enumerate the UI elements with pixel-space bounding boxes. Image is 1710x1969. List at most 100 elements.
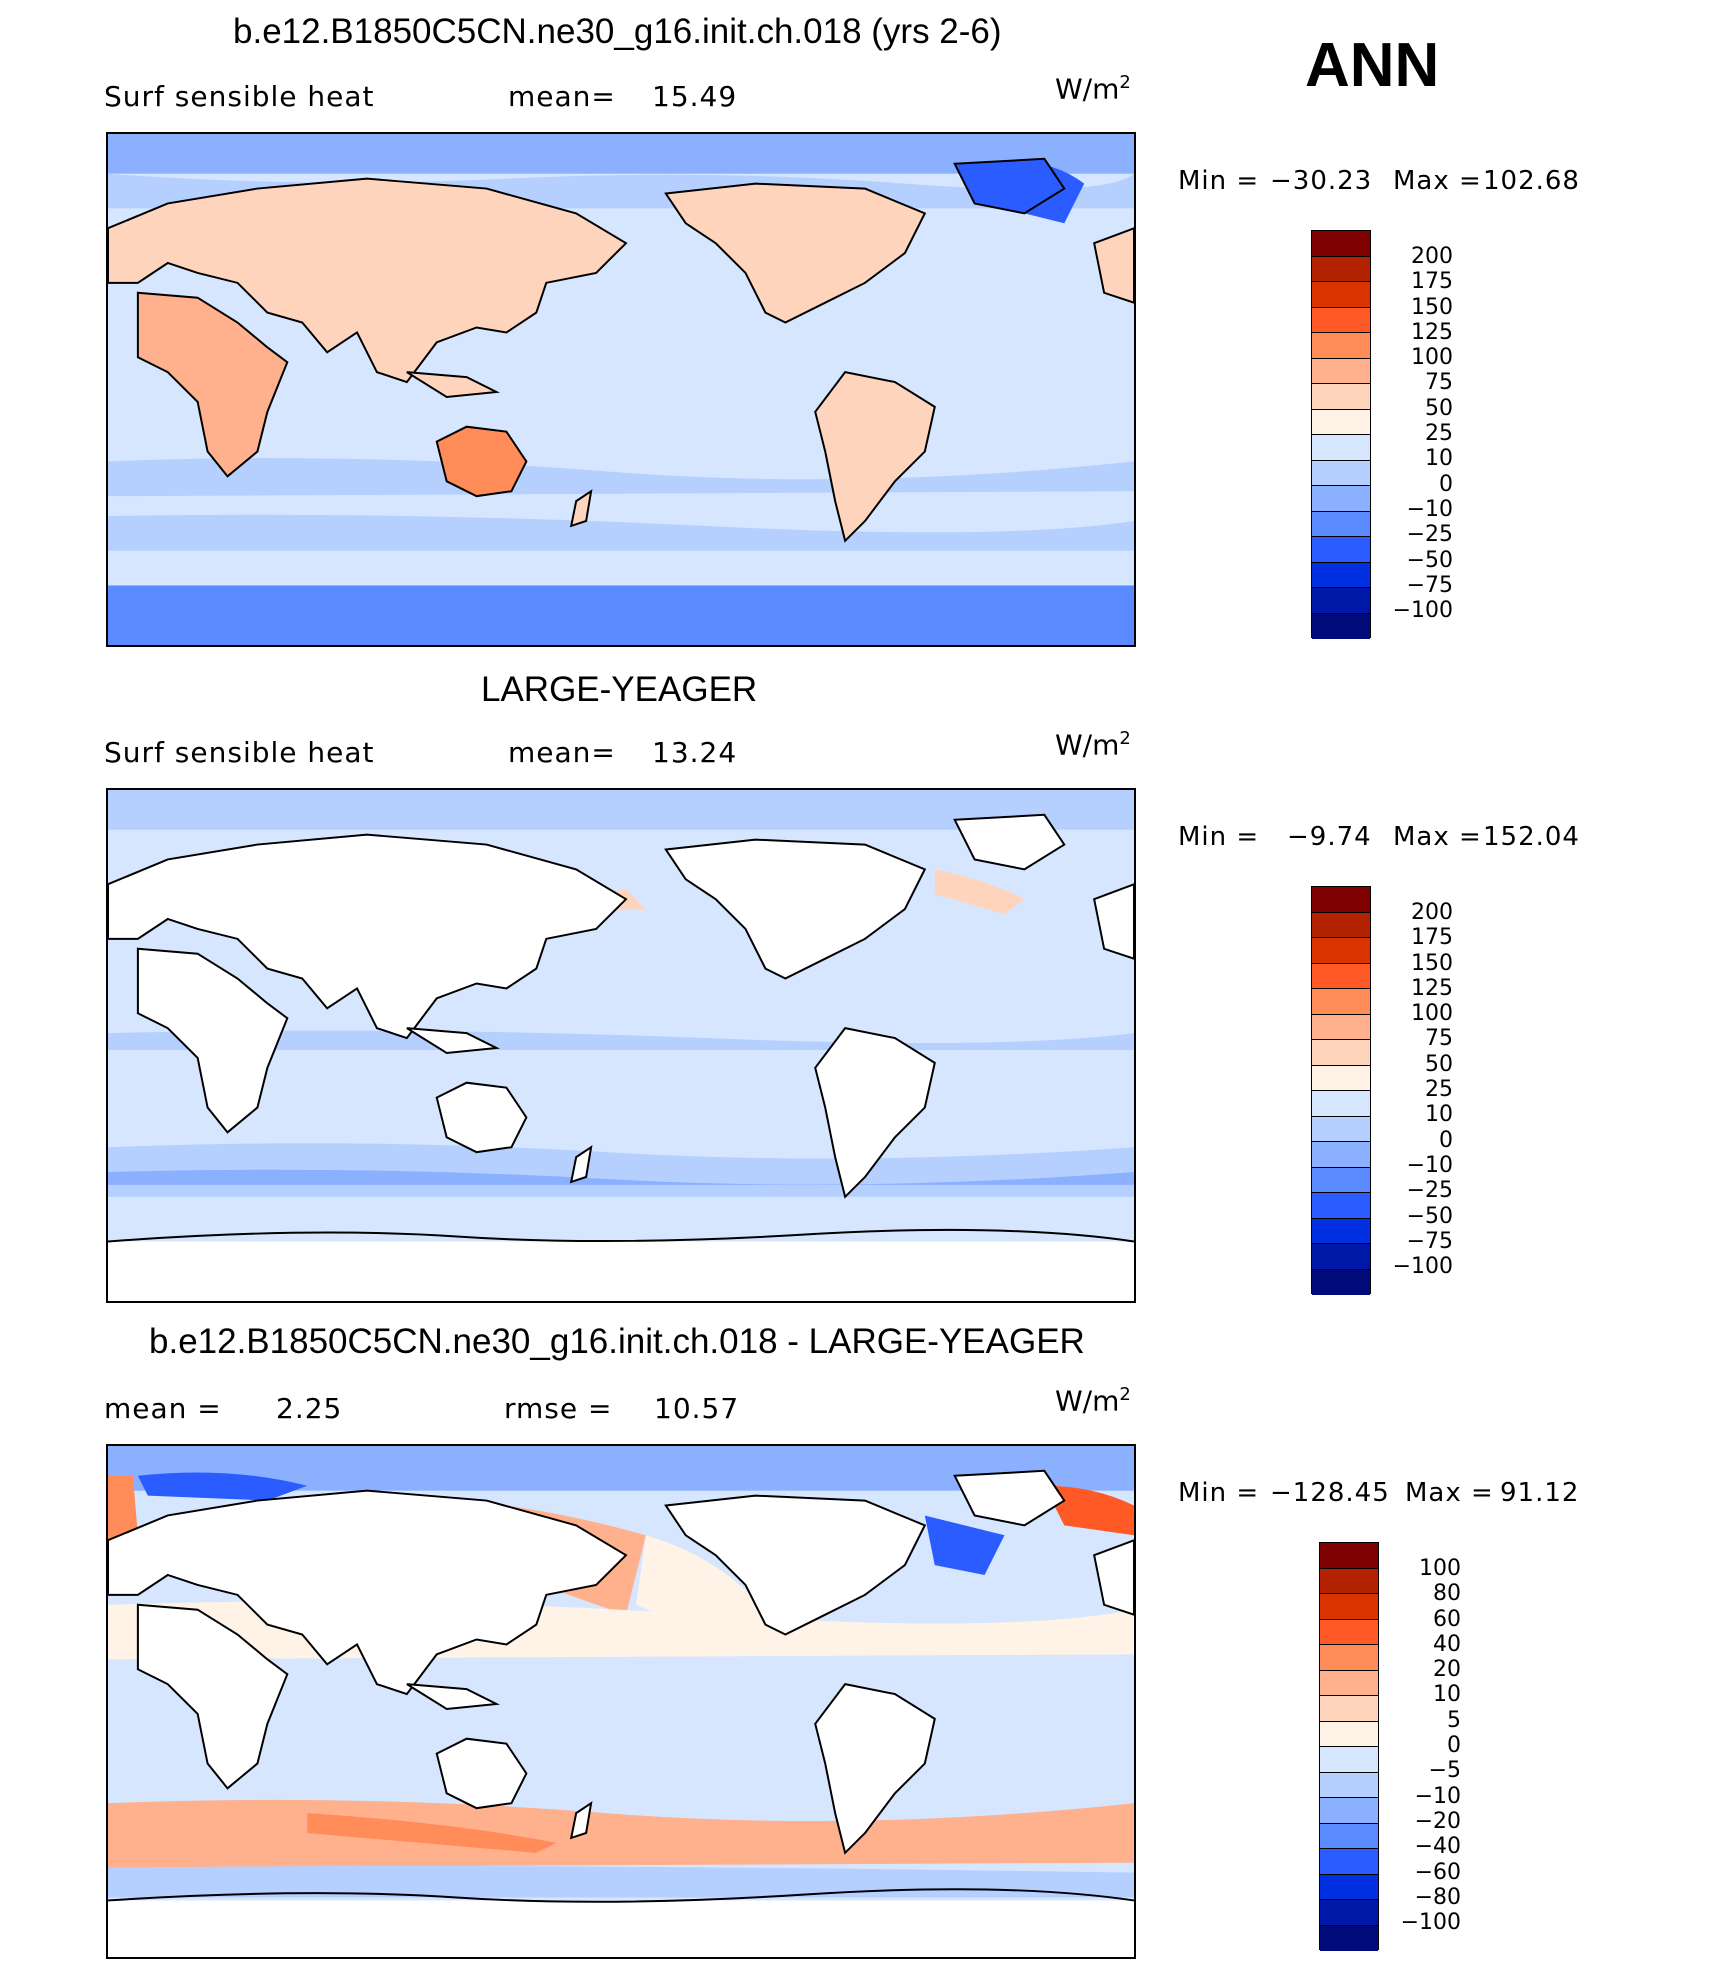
colorbar-swatch — [1312, 537, 1370, 563]
continent-europe-w — [1093, 1539, 1134, 1616]
continent-nz — [569, 1801, 593, 1840]
colorbar-swatch — [1312, 912, 1370, 938]
colorbar-swatch — [1312, 1269, 1370, 1295]
colorbar-swatch — [1320, 1670, 1378, 1696]
continent-europe-w — [1093, 227, 1134, 304]
continent-indonesia — [406, 371, 501, 398]
colorbar-swatch — [1312, 1244, 1370, 1270]
panel1-antarctic — [108, 585, 1134, 645]
continent-greenland — [953, 813, 1066, 871]
continent-eurasia — [108, 177, 628, 384]
colorbar-swatch — [1320, 1772, 1378, 1798]
continent-nz — [569, 489, 593, 528]
continent-south-america — [814, 1683, 936, 1855]
colorbar-label: 50 — [1425, 395, 1453, 421]
colorbar-label: 100 — [1411, 1001, 1453, 1027]
colorbar-swatch — [1320, 1798, 1378, 1824]
colorbar-label: −40 — [1414, 1834, 1461, 1860]
panel3-title: b.e12.B1850C5CN.ne30_g16.init.ch.018 - L… — [149, 1322, 1085, 1361]
colorbar-label: −25 — [1406, 522, 1453, 548]
colorbar-swatch — [1312, 1218, 1370, 1244]
colorbar-swatch — [1320, 1874, 1378, 1900]
continent-south-america — [814, 1027, 936, 1199]
continent-australia — [435, 425, 528, 498]
panel2-southern-core — [108, 1169, 1134, 1185]
colorbar-label: −75 — [1406, 572, 1453, 598]
colorbar-label: 125 — [1411, 319, 1453, 345]
colorbar-label: −75 — [1406, 1228, 1453, 1254]
panel1-max-value: 102.68 — [1483, 166, 1580, 196]
panel1-max-label: Max = — [1393, 166, 1482, 196]
panel3-circumpolar-neg — [108, 1866, 1134, 1898]
panel3-min-value: −128.45 — [1270, 1478, 1390, 1508]
colorbar-swatch — [1320, 1849, 1378, 1875]
colorbar-swatch — [1320, 1925, 1378, 1951]
panel3-southern-pos — [108, 1799, 1134, 1868]
colorbar-label: 10 — [1425, 446, 1453, 472]
colorbar-label: 0 — [1439, 1127, 1453, 1153]
colorbar-swatch — [1312, 282, 1370, 308]
continent-greenland — [953, 1469, 1066, 1527]
panel3-antarctica-coast — [108, 1888, 1134, 1903]
colorbar-swatch — [1312, 989, 1370, 1015]
panel1-mean-value: 15.49 — [652, 80, 738, 113]
panel2-variable-label: Surf sensible heat — [104, 736, 375, 769]
panel3-map-svg — [108, 1446, 1134, 1957]
colorbar-swatch — [1312, 588, 1370, 614]
colorbar-swatch — [1312, 562, 1370, 588]
colorbar-label: −50 — [1406, 547, 1453, 573]
continent-australia — [435, 1081, 528, 1154]
panel3-rmse-label: rmse = — [504, 1392, 613, 1425]
panel2-min-label: Min = — [1178, 822, 1260, 852]
colorbar-label: 5 — [1447, 1707, 1461, 1733]
panel3-gulfstream-neg — [924, 1515, 1005, 1575]
continent-africa — [136, 291, 289, 478]
colorbar-swatch — [1312, 231, 1370, 257]
panel1-map-svg — [108, 134, 1134, 645]
colorbar-label: −5 — [1428, 1758, 1461, 1784]
panel3-map — [106, 1444, 1136, 1959]
colorbar-label: 60 — [1433, 1606, 1461, 1632]
continent-australia — [435, 1737, 528, 1810]
continent-north-america — [664, 838, 927, 980]
panel3-antarctica-masked — [108, 1900, 1134, 1957]
continent-south-america — [814, 371, 936, 543]
colorbar-swatch — [1312, 963, 1370, 989]
colorbar-swatch — [1312, 486, 1370, 512]
panel1-colorbar-labels: 200 175 150 125 100 75 50 25 10 0 −10 −25 −50 −75 −100 — [1383, 244, 1453, 623]
panel2-colorbar — [1311, 886, 1371, 1295]
continent-north-america — [664, 1494, 927, 1636]
colorbar-label: −100 — [1400, 1910, 1461, 1936]
panel2-max-label: Max = — [1393, 822, 1482, 852]
season-label: ANN — [1305, 31, 1440, 100]
colorbar-label: −10 — [1406, 496, 1453, 522]
colorbar-label: 100 — [1411, 345, 1453, 371]
colorbar-label: 200 — [1411, 244, 1453, 269]
colorbar-swatch — [1312, 358, 1370, 384]
colorbar-swatch — [1320, 1900, 1378, 1926]
colorbar-swatch — [1312, 460, 1370, 486]
panel1-colorbar — [1311, 230, 1371, 639]
colorbar-label: −20 — [1414, 1808, 1461, 1834]
colorbar-swatch — [1320, 1594, 1378, 1620]
colorbar-label: −60 — [1414, 1859, 1461, 1885]
panel2-antarctica-masked — [108, 1241, 1134, 1301]
colorbar-label: 75 — [1425, 370, 1453, 396]
colorbar-label: 175 — [1411, 269, 1453, 295]
colorbar-swatch — [1320, 1645, 1378, 1671]
panel3-natl-pos — [1044, 1485, 1134, 1536]
colorbar-label: −10 — [1406, 1152, 1453, 1178]
panel2-antarctica-coast — [108, 1228, 1134, 1243]
colorbar-swatch — [1312, 1193, 1370, 1219]
colorbar-label: −80 — [1414, 1884, 1461, 1910]
panel1-units: W/m2 — [1055, 72, 1131, 106]
panel1-land — [108, 157, 1134, 543]
colorbar-swatch — [1312, 435, 1370, 461]
panel2-mean-value: 13.24 — [652, 736, 738, 769]
colorbar-label: 25 — [1425, 1077, 1453, 1103]
panel2-map-svg — [108, 790, 1134, 1301]
colorbar-label: −10 — [1414, 1783, 1461, 1809]
colorbar-label: 80 — [1433, 1581, 1461, 1607]
colorbar-label: 25 — [1425, 421, 1453, 447]
